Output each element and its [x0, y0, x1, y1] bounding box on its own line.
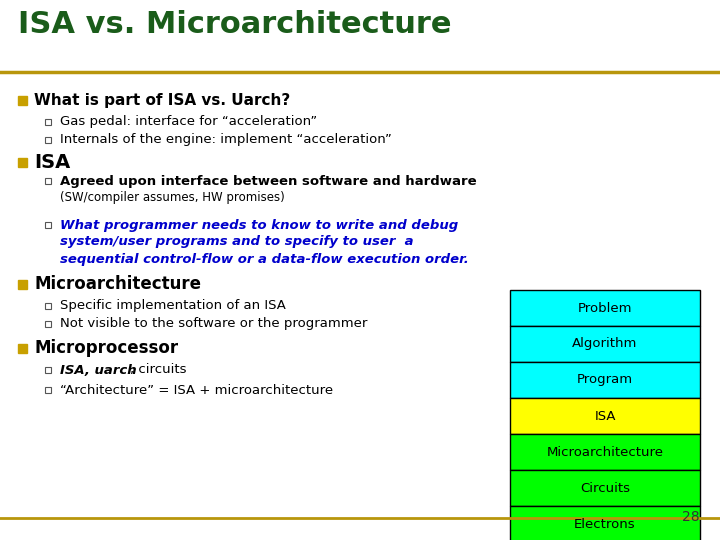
Text: , circuits: , circuits	[130, 363, 186, 376]
Text: Specific implementation of an ISA: Specific implementation of an ISA	[60, 300, 286, 313]
Text: Gas pedal: interface for “acceleration”: Gas pedal: interface for “acceleration”	[60, 116, 318, 129]
Bar	[45, 178, 51, 184]
Bar	[45, 119, 51, 125]
Text: Circuits: Circuits	[580, 482, 630, 495]
Text: ISA, uarch: ISA, uarch	[60, 363, 137, 376]
Text: Agreed upon interface between software and hardware: Agreed upon interface between software a…	[60, 174, 477, 187]
Bar	[510, 326, 700, 362]
Bar	[45, 222, 51, 228]
Text: “Architecture” = ISA + microarchitecture: “Architecture” = ISA + microarchitecture	[60, 383, 333, 396]
Bar	[45, 303, 51, 309]
Bar	[45, 387, 51, 393]
Text: Not visible to the software or the programmer: Not visible to the software or the progr…	[60, 318, 367, 330]
Bar	[45, 321, 51, 327]
Bar	[510, 434, 700, 470]
Text: Internals of the engine: implement “acceleration”: Internals of the engine: implement “acce…	[60, 133, 392, 146]
Bar	[45, 137, 51, 143]
Text: What programmer needs to know to write and debug: What programmer needs to know to write a…	[60, 219, 458, 232]
Bar	[17, 280, 27, 288]
Bar	[17, 158, 27, 166]
Bar	[510, 290, 700, 326]
Text: Algorithm: Algorithm	[572, 338, 638, 350]
Text: Problem: Problem	[577, 301, 632, 314]
Text: system/user programs and to specify to user  a: system/user programs and to specify to u…	[60, 235, 413, 248]
Text: What is part of ISA vs. Uarch?: What is part of ISA vs. Uarch?	[34, 92, 290, 107]
Text: ISA: ISA	[34, 152, 71, 172]
Text: 28: 28	[683, 510, 700, 524]
Text: Microprocessor: Microprocessor	[34, 339, 178, 357]
Text: Electrons: Electrons	[574, 517, 636, 530]
Text: ISA: ISA	[594, 409, 616, 422]
Text: Program: Program	[577, 374, 633, 387]
Bar	[17, 343, 27, 353]
Bar	[510, 362, 700, 398]
Bar	[510, 398, 700, 434]
Text: (SW/compiler assumes, HW promises): (SW/compiler assumes, HW promises)	[60, 192, 284, 205]
Bar	[45, 367, 51, 373]
Text: ISA vs. Microarchitecture: ISA vs. Microarchitecture	[18, 10, 451, 39]
Text: Microarchitecture: Microarchitecture	[546, 446, 664, 458]
Text: sequential control-flow or a data-flow execution order.: sequential control-flow or a data-flow e…	[60, 253, 469, 266]
Bar	[510, 506, 700, 540]
Text: Microarchitecture: Microarchitecture	[34, 275, 201, 293]
Bar	[17, 96, 27, 105]
Bar	[510, 470, 700, 506]
